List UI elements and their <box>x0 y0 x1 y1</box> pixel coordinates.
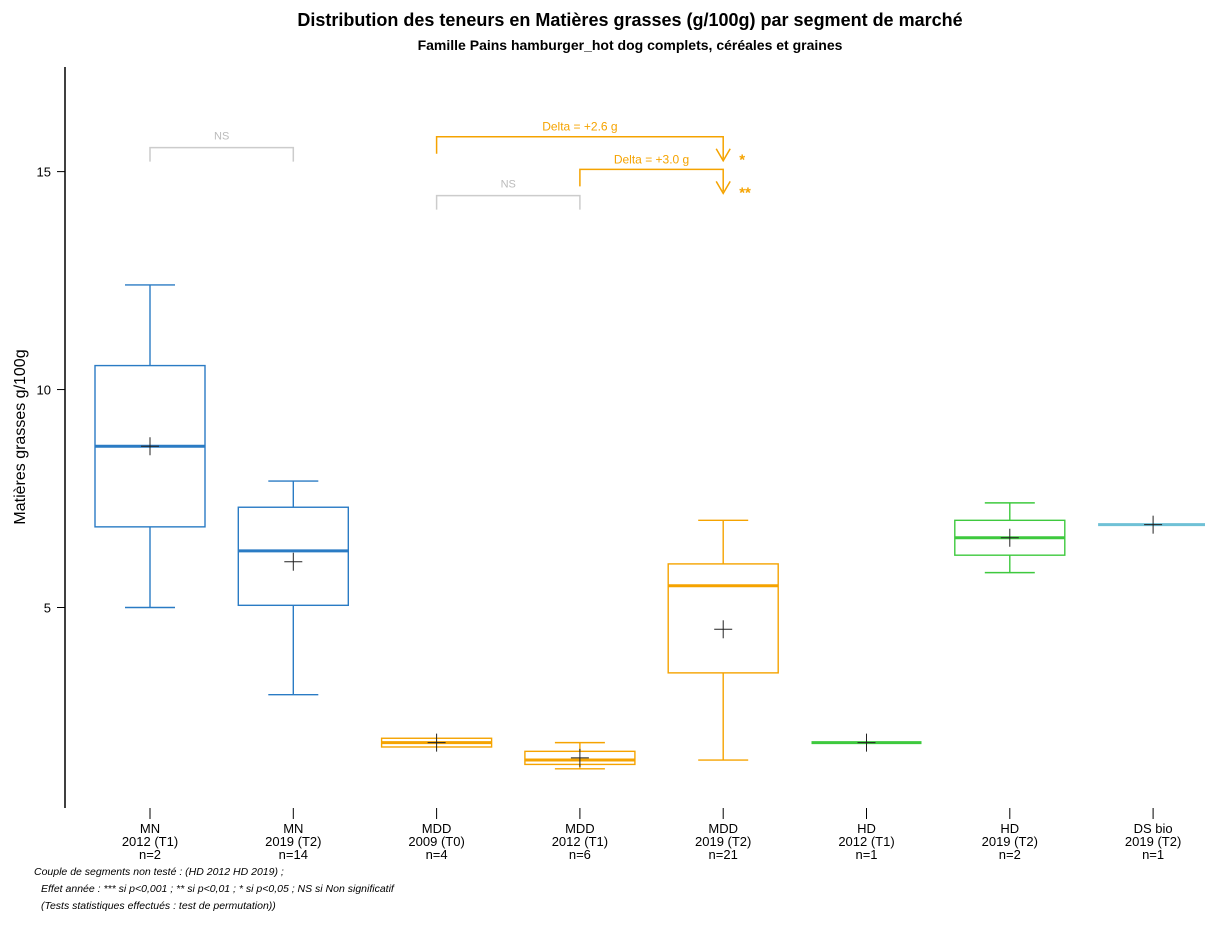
chart-title: Distribution des teneurs en Matières gra… <box>297 10 962 30</box>
x-tick-label: DS bio 2019 (T2) n=1 <box>1125 821 1181 862</box>
box-3 <box>524 741 636 770</box>
x-tick-label: HD 2012 (T1) n=1 <box>838 821 894 862</box>
x-tick-label: MDD 2009 (T0) n=4 <box>408 821 464 862</box>
comparison-label: NS <box>501 179 516 191</box>
comparison-bracket <box>149 146 295 162</box>
x-tick-label: HD 2019 (T2) n=2 <box>982 821 1038 862</box>
x-tick-label-line: MDD <box>708 821 738 836</box>
x-tick-label-line: 2019 (T2) <box>695 834 751 849</box>
footnote-tests: (Tests statistiques effectués : test de … <box>41 900 276 912</box>
chart-subtitle: Famille Pains hamburger_hot dog complets… <box>418 37 843 53</box>
comparison-bracket <box>579 168 724 192</box>
box-6 <box>954 502 1066 574</box>
x-tick-label-line: 2019 (T2) <box>982 834 1038 849</box>
y-ticks: 5 10 15 <box>37 165 65 615</box>
box-5 <box>811 733 922 752</box>
comparison: NS <box>435 179 581 210</box>
x-tick-label-line: 2012 (T1) <box>838 834 894 849</box>
comparison-bracket <box>435 135 724 159</box>
x-tick-label-line: MDD <box>565 821 595 836</box>
boxes <box>94 284 1205 770</box>
x-tick-label-line: n=6 <box>569 847 591 862</box>
x-tick-label-line: HD <box>857 821 876 836</box>
x-tick-label-line: MN <box>140 821 160 836</box>
box-rect <box>667 563 779 674</box>
x-tick-label-line: n=2 <box>999 847 1021 862</box>
comparison-brackets: NS NS Delta = +2.6 g * Delta = +3.0 g ** <box>149 120 751 210</box>
x-tick-label-line: 2012 (T1) <box>552 834 608 849</box>
x-tick-label-line: 2019 (T2) <box>265 834 321 849</box>
x-tick-label: MDD 2019 (T2) n=21 <box>695 821 751 862</box>
comparison: Delta = +2.6 g * <box>435 120 745 169</box>
x-tick-label-line: MDD <box>422 821 452 836</box>
x-tick-label-line: n=2 <box>139 847 161 862</box>
x-tick-label-line: 2009 (T0) <box>408 834 464 849</box>
x-tick-label-line: 2012 (T1) <box>122 834 178 849</box>
box-rect <box>237 506 350 607</box>
x-tick-label-line: DS bio <box>1134 821 1173 836</box>
x-tick-label: MN 2012 (T1) n=2 <box>122 821 178 862</box>
x-tick-label-line: n=14 <box>279 847 308 862</box>
comparison-label: Delta = +2.6 g <box>542 120 617 134</box>
footnote-year-effect: Effet année : *** si p<0,001 ; ** si p<0… <box>41 883 394 895</box>
comparison-arrowhead <box>715 148 731 163</box>
comparison: Delta = +3.0 g ** <box>579 152 751 201</box>
y-tick-label: 10 <box>37 383 51 398</box>
y-tick-label: 5 <box>44 600 51 615</box>
significance-marker: ** <box>739 184 751 201</box>
comparison: NS <box>149 131 295 162</box>
box-0 <box>94 284 206 609</box>
x-tick-label-line: n=1 <box>1142 847 1164 862</box>
x-tick-label-line: n=4 <box>426 847 448 862</box>
footnote-untested-pairs: Couple de segments non testé : (HD 2012 … <box>34 866 284 878</box>
x-tick-label-line: n=1 <box>855 847 877 862</box>
x-tick-label: MN 2019 (T2) n=14 <box>265 821 321 862</box>
y-tick-label: 15 <box>37 165 51 180</box>
y-axis-label: Matières grasses g/100g <box>12 349 29 524</box>
x-tick-label-line: 2019 (T2) <box>1125 834 1181 849</box>
box-7 <box>1098 515 1205 534</box>
x-tick-label-line: n=21 <box>709 847 738 862</box>
x-tick-label: MDD 2012 (T1) n=6 <box>552 821 608 862</box>
box-2 <box>380 733 493 752</box>
significance-marker: * <box>739 152 745 169</box>
box-1 <box>237 480 350 696</box>
x-tick-label-line: MN <box>283 821 303 836</box>
comparison-arrowhead <box>715 181 731 195</box>
comparison-label: NS <box>214 131 229 143</box>
comparison-label: Delta = +3.0 g <box>614 152 689 166</box>
x-tick-label-line: HD <box>1000 821 1019 836</box>
box-4 <box>667 519 779 761</box>
comparison-bracket <box>435 194 581 210</box>
